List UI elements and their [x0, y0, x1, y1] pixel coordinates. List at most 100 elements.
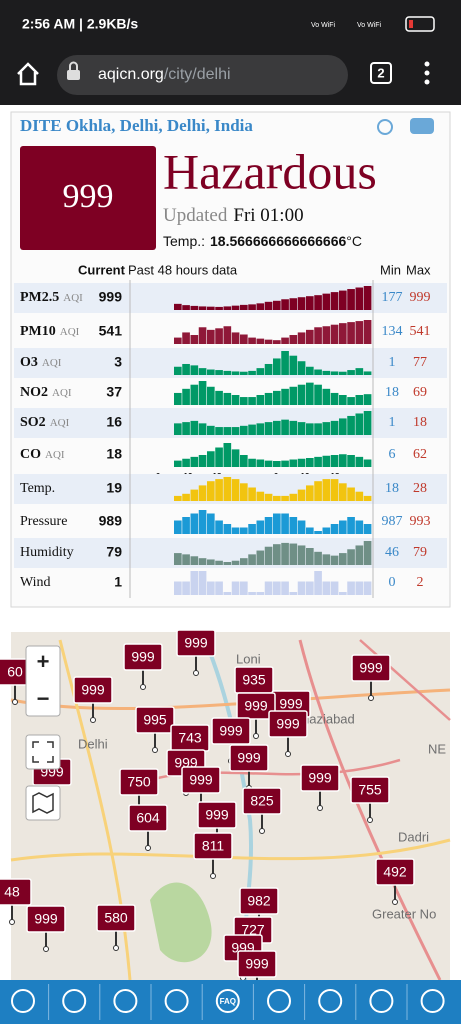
- marker-pin-head: [193, 670, 199, 676]
- history-bar: [355, 287, 364, 310]
- lock-shackle: [69, 61, 78, 70]
- marker-value: 750: [127, 774, 151, 790]
- aqi-marker[interactable]: 999: [351, 654, 391, 701]
- nav-icon: [164, 989, 189, 1013]
- history-bar: [289, 298, 298, 310]
- history-bar: [182, 422, 190, 435]
- nav-button[interactable]: [318, 989, 343, 1013]
- history-bar: [363, 320, 372, 344]
- tab-switcher[interactable]: [370, 62, 392, 84]
- aqi-marker[interactable]: 999: [26, 905, 66, 952]
- marker-value: 999: [308, 770, 332, 786]
- history-bar: [207, 306, 215, 310]
- header-min: Min: [380, 262, 401, 277]
- aqi-marker[interactable]: 755: [350, 776, 390, 823]
- nav-button[interactable]: [164, 989, 189, 1013]
- aqi-marker[interactable]: 995: [135, 706, 175, 753]
- aqi-marker[interactable]: 999: [197, 801, 237, 848]
- history-bar: [322, 422, 331, 435]
- min-value: 18: [385, 385, 399, 400]
- marker-value: 727: [241, 922, 265, 938]
- marker-value: 825: [250, 793, 274, 809]
- history-bar: [347, 455, 355, 467]
- marker-value: 999: [245, 956, 269, 972]
- marker-pin-head: [285, 751, 291, 757]
- history-bar: [322, 326, 331, 344]
- marker-pin-head: [253, 733, 259, 739]
- history-bar: [347, 289, 355, 310]
- marker-pin-head: [140, 684, 146, 690]
- aqi-marker[interactable]: 935: [234, 666, 274, 713]
- url-pill[interactable]: [57, 55, 348, 95]
- aqi-marker[interactable]: 604: [128, 804, 168, 851]
- aqi-marker[interactable]: 60: [0, 658, 35, 705]
- row-name: SO2 AQI: [20, 415, 70, 430]
- chat-icon[interactable]: [410, 118, 434, 134]
- aqi-marker[interactable]: 811: [193, 832, 233, 879]
- aqi-marker[interactable]: 999: [268, 710, 308, 757]
- history-bar: [190, 556, 199, 565]
- history-bar: [306, 485, 314, 501]
- history-bar: [207, 329, 215, 344]
- aqi-marker[interactable]: 999: [237, 950, 277, 997]
- nav-button[interactable]: FAQ: [215, 989, 240, 1013]
- history-bar: [355, 491, 364, 501]
- history-bar: [207, 425, 215, 435]
- history-bar: [273, 300, 281, 310]
- history-bar: [339, 418, 347, 435]
- min-value: 46: [385, 545, 399, 560]
- aqi-marker[interactable]: 999: [300, 764, 340, 811]
- history-bar: [240, 455, 248, 467]
- history-bar: [281, 513, 289, 534]
- row-name: NO2 AQI: [20, 385, 72, 400]
- history-bar: [330, 555, 339, 565]
- history-bar: [207, 369, 215, 375]
- current-value: 16: [106, 414, 122, 430]
- aqi-marker[interactable]: 999: [236, 692, 276, 739]
- history-bar: [207, 386, 215, 405]
- aqi-marker[interactable]: 580: [96, 904, 136, 951]
- zoom-in[interactable]: +: [37, 649, 50, 674]
- aqi-marker[interactable]: 999: [73, 676, 113, 723]
- place-label: haziabad: [302, 711, 355, 726]
- history-bar: [306, 527, 314, 534]
- history-bar: [347, 370, 355, 375]
- max-value: 18: [413, 415, 427, 430]
- history-bar: [297, 545, 306, 565]
- history-bar: [231, 527, 240, 534]
- layers-button[interactable]: [25, 785, 61, 821]
- zoom-out[interactable]: −: [37, 686, 50, 711]
- marker-pin-head: [152, 747, 158, 753]
- aqi-marker[interactable]: 999: [123, 643, 163, 690]
- nav-button[interactable]: [11, 989, 35, 1013]
- history-bar: [264, 546, 273, 565]
- aqi-marker[interactable]: 999: [176, 629, 216, 676]
- history-bar: [273, 513, 281, 534]
- aqi-marker[interactable]: 825: [242, 787, 282, 834]
- min-value: 18: [385, 481, 399, 496]
- aqi-marker[interactable]: 982: [239, 887, 279, 934]
- home-button[interactable]: [17, 62, 39, 86]
- marker-value: 999: [219, 723, 243, 739]
- aqi-marker[interactable]: 999: [181, 766, 221, 813]
- history-bar: [190, 489, 199, 501]
- nav-button[interactable]: [113, 989, 138, 1013]
- nav-button[interactable]: [267, 989, 291, 1013]
- aqi-marker[interactable]: 48: [0, 878, 32, 925]
- history-bar: [207, 581, 215, 595]
- history-bar: [174, 337, 182, 344]
- history-bar: [355, 581, 364, 595]
- nav-button[interactable]: [369, 989, 394, 1013]
- share-icon[interactable]: [377, 119, 393, 135]
- url-domain: aqicn.org: [98, 66, 164, 83]
- nav-button[interactable]: [62, 989, 87, 1013]
- nav-button[interactable]: [420, 989, 445, 1013]
- road: [58, 639, 132, 981]
- aqi-marker[interactable]: 492: [375, 858, 415, 905]
- temperature: Temp.: 18.566666666666666°C: [163, 233, 362, 249]
- pollutant: PM2.5: [20, 290, 59, 305]
- header-history: Past 48 hours data: [128, 262, 238, 277]
- nav-icon: [215, 989, 240, 1013]
- fullscreen-button[interactable]: [25, 734, 61, 770]
- history-bar: [215, 306, 223, 310]
